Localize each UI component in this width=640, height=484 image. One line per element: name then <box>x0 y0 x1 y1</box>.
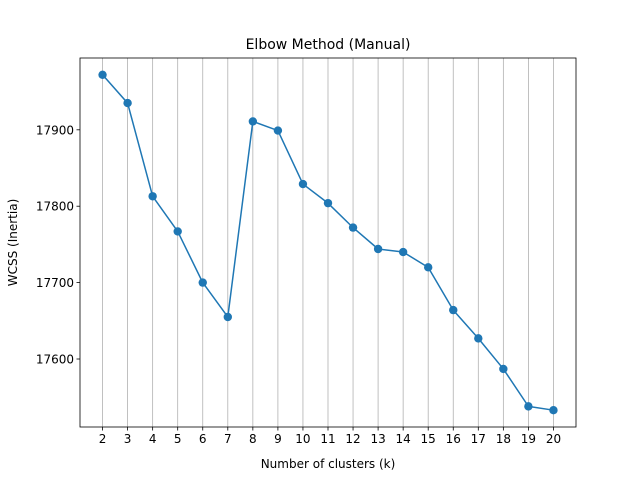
y-tick-label: 17600 <box>36 353 74 367</box>
data-point <box>273 126 283 135</box>
data-point <box>524 402 533 411</box>
x-tick-label: 14 <box>396 432 411 446</box>
x-axis-ticks: 2 3 4 5 6 7 8 9 10 11 12 13 14 15 16 17 18 19 20 <box>99 427 561 446</box>
data-point <box>323 198 333 208</box>
x-tick-label: 6 <box>199 432 207 446</box>
x-tick-label: 16 <box>446 432 461 446</box>
x-tick-label: 8 <box>249 432 257 446</box>
x-tick-label: 2 <box>99 432 107 446</box>
data-point <box>298 179 308 189</box>
x-tick-label: 17 <box>471 432 486 446</box>
x-tick-label: 18 <box>496 432 511 446</box>
x-tick-label: 10 <box>295 432 310 446</box>
x-tick-label: 12 <box>345 432 360 446</box>
data-point <box>398 247 408 257</box>
x-tick-label: 20 <box>546 432 561 446</box>
x-tick-label: 5 <box>174 432 182 446</box>
y-axis-ticks: 17600 17700 17800 17900 <box>36 123 80 367</box>
x-tick-label: 9 <box>274 432 282 446</box>
x-tick-label: 7 <box>224 432 232 446</box>
data-point <box>148 192 157 201</box>
data-point <box>123 98 132 108</box>
x-tick-label: 19 <box>521 432 536 446</box>
data-point <box>248 117 258 126</box>
chart-title: Elbow Method (Manual) <box>246 37 411 53</box>
series-layer <box>98 70 558 415</box>
data-point <box>373 244 383 254</box>
data-point <box>449 305 458 315</box>
data-point <box>474 334 483 343</box>
data-point <box>348 223 358 232</box>
data-point <box>198 278 207 287</box>
x-axis-label: Number of clusters (k) <box>261 457 396 471</box>
data-point <box>223 312 232 322</box>
x-tick-label: 11 <box>320 432 335 446</box>
data-point <box>98 70 107 80</box>
x-tick-label: 4 <box>149 432 157 446</box>
y-tick-label: 17700 <box>36 276 74 290</box>
grid-layer <box>102 58 554 427</box>
data-point <box>549 405 558 415</box>
x-tick-label: 3 <box>124 432 132 446</box>
data-point <box>499 364 508 374</box>
y-tick-label: 17800 <box>36 200 74 214</box>
y-axis-label: WCSS (Inertia) <box>6 199 20 287</box>
x-tick-label: 15 <box>421 432 436 446</box>
data-point <box>424 263 433 272</box>
x-tick-label: 13 <box>370 432 385 446</box>
data-point <box>173 227 182 236</box>
y-tick-label: 17900 <box>36 123 74 137</box>
